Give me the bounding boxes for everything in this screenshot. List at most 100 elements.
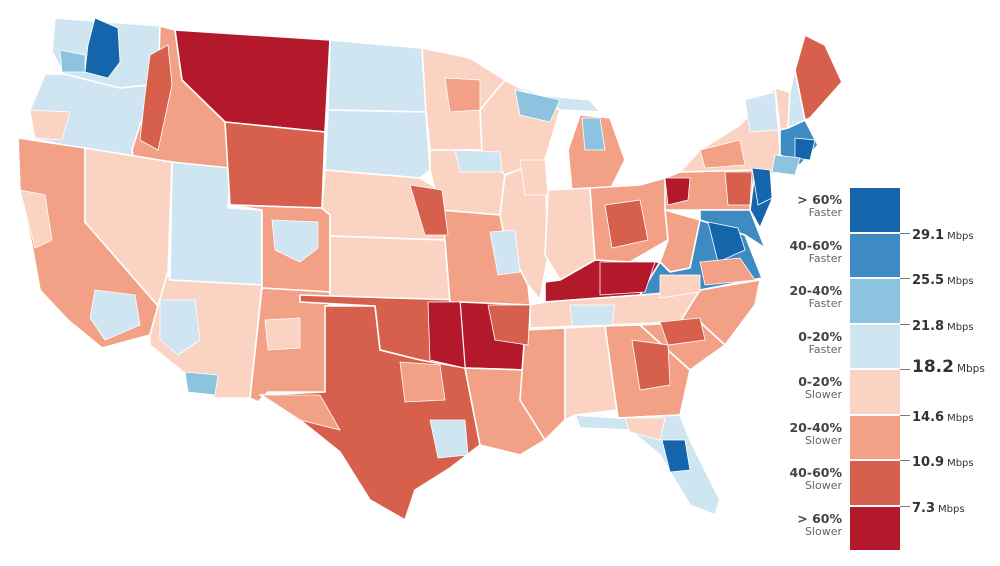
district-tampa <box>661 439 691 473</box>
region-north-dakota <box>327 39 427 113</box>
legend-bin-label: 0-20% Faster <box>752 328 842 357</box>
legend-bin-label: 20-40% Faster <box>752 283 842 311</box>
district-nm-central <box>264 317 301 351</box>
district-ohio-south <box>604 199 649 249</box>
legend-bin-range: 20-40% <box>789 283 842 298</box>
legend-bin-range: 0-20% <box>798 374 842 389</box>
legend-threshold-label: 18.2 Mbps <box>912 357 985 377</box>
legend-bin-range: 0-20% <box>798 328 842 344</box>
legend-threshold-unit: Mbps <box>947 458 974 469</box>
legend-swatch <box>850 506 900 550</box>
district-wi-north <box>514 89 561 123</box>
legend-bin-direction: Slower <box>804 524 842 538</box>
region-south-dakota <box>324 109 431 179</box>
legend-swatch <box>850 461 900 505</box>
district-dc-nova <box>707 221 746 263</box>
legend-threshold-tick <box>900 505 910 507</box>
district-boston <box>794 137 816 161</box>
legend-swatch <box>850 415 900 459</box>
legend-threshold-unit: Mbps <box>938 503 965 515</box>
region-maine <box>794 34 843 121</box>
legend-threshold-unit: Mbps <box>947 230 974 242</box>
legend-threshold-unit: Mbps <box>947 321 974 333</box>
legend-threshold-value: 7.3 <box>912 500 936 516</box>
district-mn-metro <box>444 77 481 113</box>
legend-bin-label: 40-60% Slower <box>752 465 842 493</box>
district-ct <box>771 154 801 176</box>
legend-threshold-value: 14.6 <box>912 409 945 425</box>
legend-threshold-value: 29.1 <box>912 227 945 243</box>
district-ohio-north <box>664 177 691 206</box>
district-iowa-east <box>454 149 503 173</box>
legend-threshold-unit: Mbps <box>947 276 974 287</box>
region-kansas <box>329 235 451 303</box>
district-ark-north <box>487 304 531 346</box>
legend-threshold-label: 25.5 Mbps <box>912 269 974 288</box>
district-socal <box>89 289 141 341</box>
legend-swatch <box>850 233 900 277</box>
district-ny-north <box>744 91 779 133</box>
legend-swatch <box>850 188 900 232</box>
legend-bin-range: > 60% <box>797 510 842 526</box>
district-tucson <box>184 371 219 396</box>
legend-threshold-value: 25.5 <box>912 273 945 288</box>
district-overlays <box>19 17 816 473</box>
legend-swatch <box>850 324 900 368</box>
region-mississippi <box>519 327 566 441</box>
legend-bin-range: 40-60% <box>789 237 842 253</box>
legend-bin-label: 0-20% Slower <box>752 374 842 402</box>
legend-bin-direction: Slower <box>804 388 842 402</box>
legend-bin-direction: Faster <box>808 342 842 356</box>
legend-bin-range: 20-40% <box>789 419 842 435</box>
legend-threshold-label: 10.9 Mbps <box>912 451 974 470</box>
legend-bin-label: 20-40% Slower <box>752 419 842 448</box>
legend-bin-direction: Slower <box>804 433 842 447</box>
district-atlanta <box>631 339 671 391</box>
district-va-central <box>699 257 756 286</box>
district-mi-west <box>581 117 606 151</box>
legend-swatch <box>850 370 900 414</box>
legend-bin-direction: Slower <box>804 479 842 493</box>
district-chicago <box>519 159 549 196</box>
district-bay-area <box>19 189 53 249</box>
legend-threshold-tick <box>900 323 910 325</box>
legend-threshold-label: 29.1 Mbps <box>912 224 974 243</box>
district-philly <box>724 171 753 206</box>
legend-threshold-value: 21.8 <box>912 318 945 334</box>
district-fl-north <box>624 417 666 441</box>
region-wyoming <box>224 121 326 209</box>
legend-swatch <box>850 279 900 323</box>
legend-bin-range: 40-60% <box>789 465 842 480</box>
region-alabama <box>564 325 619 421</box>
district-texas-west <box>260 394 341 431</box>
district-mo-west <box>409 184 449 236</box>
legend-threshold-tick <box>900 278 910 279</box>
legend-threshold-tick <box>900 369 910 370</box>
district-charlotte <box>659 317 706 346</box>
district-dallas <box>399 361 446 403</box>
district-houston <box>429 419 469 459</box>
legend-bin-direction: Faster <box>808 297 842 311</box>
us-map <box>17 17 843 521</box>
legend-bin-label: 40-60% Faster <box>752 237 842 266</box>
legend-threshold-value: 10.9 <box>912 455 945 470</box>
district-ok-east <box>427 301 466 369</box>
district-seattle <box>84 17 121 79</box>
district-idaho-west <box>139 44 173 151</box>
legend-bin-direction: Faster <box>808 251 842 265</box>
district-wa-east <box>59 49 86 73</box>
legend-threshold-label: 21.8 Mbps <box>912 315 974 334</box>
legend-bin-direction: Faster <box>808 206 842 220</box>
legend-bin-label: > 60% Slower <box>752 510 842 539</box>
legend-threshold-unit: Mbps <box>947 412 974 424</box>
district-denver <box>271 219 319 263</box>
district-ny-west <box>699 139 746 169</box>
legend-threshold-tick <box>900 414 910 416</box>
legend-threshold-value: 18.2 <box>912 357 954 377</box>
district-nyc <box>751 167 773 206</box>
district-phoenix <box>159 299 201 356</box>
region-texas <box>259 305 481 521</box>
legend-threshold-tick <box>900 460 910 461</box>
legend-threshold-unit: Mbps <box>956 363 985 375</box>
